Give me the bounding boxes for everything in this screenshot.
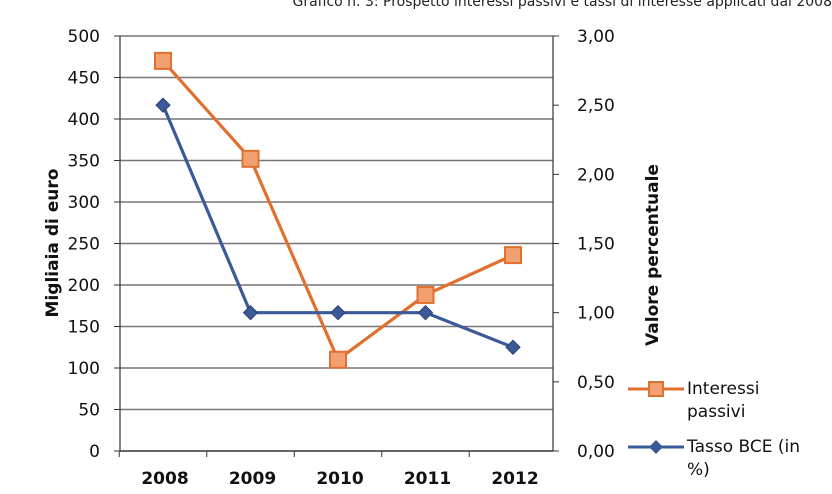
series-1 (154, 51, 522, 369)
legend-label: Tasso BCE (in (686, 437, 800, 457)
legend-label: Interessi (687, 379, 759, 399)
legend-item-1: Interessi passivi (628, 379, 759, 422)
x-tick-label: 2008 (141, 469, 188, 489)
left-tick-label: 250 (68, 235, 100, 255)
left-tick-label: 300 (68, 193, 100, 213)
legend-marker (648, 381, 664, 397)
left-tick-label: 350 (68, 152, 100, 172)
data-point (241, 149, 260, 168)
chart-title: Grafico n. 3: Prospetto interessi passiv… (292, 0, 832, 10)
right-tick-label: 1,00 (577, 304, 615, 324)
y-axis-title: Migliaia di euro (43, 169, 63, 318)
legend-marker (649, 440, 663, 454)
legend-label: passivi (687, 402, 745, 422)
left-tick-label: 50 (78, 401, 100, 421)
right-tick-label: 1,50 (577, 235, 615, 255)
right-tick-label: 0,00 (577, 442, 615, 462)
y2-axis-title: Valore percentuale (643, 164, 663, 346)
right-axis-tick-labels: 0,00 0,50 1,00 1,50 2,00 2,50 3,00 (577, 27, 615, 462)
x-tick-label: 2012 (491, 469, 538, 489)
data-point (242, 304, 259, 321)
data-point (154, 51, 172, 70)
left-tick-label: 450 (68, 69, 100, 89)
x-tick-label: 2011 (404, 469, 451, 489)
right-tick-label: 2,50 (577, 96, 615, 116)
data-point (417, 304, 434, 321)
right-tick-label: 0,50 (577, 373, 615, 393)
legend-label: %) (687, 460, 710, 480)
axes (114, 35, 559, 457)
right-tick-label: 3,00 (577, 27, 615, 47)
left-tick-label: 150 (68, 318, 100, 338)
left-tick-label: 0 (89, 442, 100, 462)
data-point (155, 97, 171, 113)
x-tick-label: 2009 (229, 469, 276, 489)
legend: Interessi passivi Tasso BCE (in%) (628, 379, 800, 480)
data-point (504, 246, 522, 265)
data-point (416, 285, 435, 304)
right-tick-label: 2,00 (577, 165, 615, 185)
data-point (505, 339, 521, 355)
series-2 (155, 97, 521, 355)
left-tick-label: 200 (68, 276, 100, 296)
data-point (330, 304, 346, 321)
data-point (329, 350, 347, 369)
left-tick-label: 100 (68, 359, 100, 379)
left-axis-tick-labels: 0 50 100 150 200 250 300 350 400 450 500 (68, 27, 100, 462)
legend-item-2: Tasso BCE (in%) (628, 437, 800, 480)
x-tick-label: 2010 (316, 469, 363, 489)
left-tick-label: 400 (68, 110, 100, 130)
gridlines (120, 35, 553, 411)
left-tick-label: 500 (68, 27, 100, 47)
x-axis-tick-labels: 2008 2009 2010 2011 2012 (141, 469, 538, 489)
series-group (154, 51, 522, 369)
